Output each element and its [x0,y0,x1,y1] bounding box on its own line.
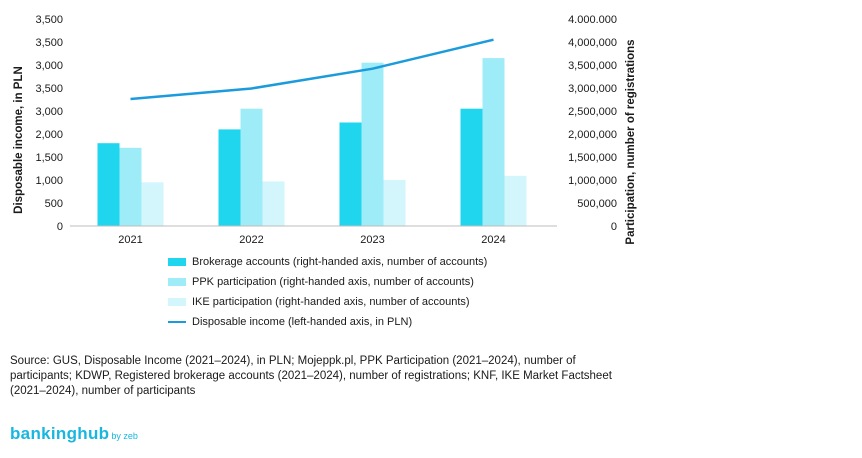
bar-ike-2024 [504,175,527,226]
line-layer [130,38,494,101]
bar-ppk-2022 [240,108,263,226]
left-tick-label: 3,000 [35,60,63,72]
bar-ppk-2024 [482,58,505,226]
right-tick-label: 2,500,000 [568,106,617,118]
left-tick-label: 2,000 [35,129,63,141]
left-tick-label: 3,500 [35,14,63,26]
bar-brokerage-2024 [460,108,483,226]
right-tick-label: 3,000,000 [568,83,617,95]
legend-item-brokerage: Brokerage accounts (right-handed axis, n… [168,252,487,272]
bar-brokerage-2023 [339,122,362,226]
left-tick-label: 3,500 [35,37,63,49]
right-axis-title: Participation, number of registrations [625,39,637,244]
right-axis-ticks: 0 500,000 1,000,000 1,500,000 2,000,000 2,500… [568,14,617,233]
brand-logo[interactable]: bankinghub by zeb [10,424,138,444]
left-axis-ticks: 0 500 1,000 1,500 2,000 3,000 3,500 3,000 3,500 3… [35,14,63,233]
legend-item-ike: IKE participation (right-handed axis, nu… [168,292,487,312]
left-tick-label: 3,500 [35,83,63,95]
chart: 0 500 1,000 1,500 2,000 3,000 3,500 3,000 3,500 3… [13,14,637,246]
legend-label-ppk: PPK participation (right-handed axis, nu… [192,276,474,288]
left-tick-label: 0 [57,221,63,233]
legend-label-ike: IKE participation (right-handed axis, nu… [192,296,470,308]
bar-ike-2022 [262,181,285,226]
legend: Brokerage accounts (right-handed axis, n… [168,252,487,332]
right-tick-label: 2,000,000 [568,129,617,141]
legend-swatch-ppk [168,278,186,286]
legend-swatch-ike [168,298,186,306]
brand-suffix: by zeb [111,431,138,441]
legend-swatch-brokerage [168,258,186,266]
legend-item-ppk: PPK participation (right-handed axis, nu… [168,272,487,292]
left-tick-label: 500 [45,198,63,210]
right-tick-label: 4.000.000 [568,14,617,26]
left-tick-label: 1,500 [35,152,63,164]
right-tick-label: 1,000,000 [568,175,617,187]
bars-layer [97,58,527,227]
right-tick-label: 1,500,000 [568,152,617,164]
left-axis-title: Disposable income, in PLN [13,66,25,214]
bar-ike-2021 [141,182,164,226]
bar-ppk-2021 [119,147,142,226]
x-axis-ticks: 2021 2022 2023 2024 [118,234,505,246]
left-tick-label: 1,000 [35,175,63,187]
right-tick-label: 3,500,000 [568,60,617,72]
bar-ike-2023 [383,180,406,226]
legend-label-brokerage: Brokerage accounts (right-handed axis, n… [192,256,488,268]
brand-name: bankinghub [10,424,110,443]
right-tick-label: 500,000 [577,198,617,210]
x-tick-label: 2022 [239,234,263,246]
right-tick-label: 0 [611,221,617,233]
x-tick-label: 2023 [360,234,384,246]
x-tick-label: 2021 [118,234,142,246]
legend-swatch-income [168,321,186,323]
bar-brokerage-2022 [218,129,241,226]
line-disposable-income [130,38,494,101]
right-tick-label: 4,000,000 [568,37,617,49]
legend-label-income: Disposable income (left-handed axis, in … [192,316,413,328]
bar-brokerage-2021 [97,143,120,226]
left-tick-label: 3,000 [35,106,63,118]
legend-item-income: Disposable income (left-handed axis, in … [168,312,487,332]
source-note: Source: GUS, Disposable Income (2021–202… [10,355,612,397]
bar-ppk-2023 [361,62,384,227]
x-tick-label: 2024 [481,234,505,246]
